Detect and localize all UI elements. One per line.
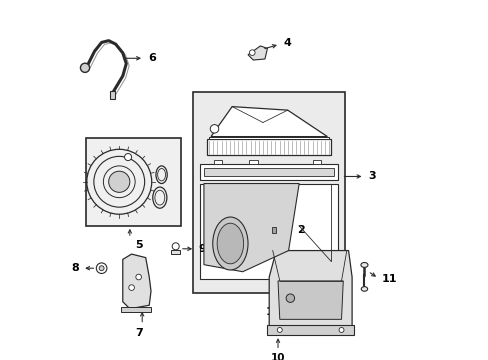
Ellipse shape: [212, 217, 247, 270]
Circle shape: [81, 63, 89, 72]
Circle shape: [124, 154, 131, 161]
Bar: [209, 136, 328, 139]
Text: 10: 10: [270, 353, 285, 360]
Bar: [207, 139, 330, 155]
Bar: [312, 160, 321, 164]
Bar: [200, 184, 337, 279]
Polygon shape: [122, 254, 151, 309]
Text: 6: 6: [148, 53, 156, 63]
Circle shape: [249, 50, 255, 55]
Circle shape: [136, 274, 141, 280]
Circle shape: [99, 266, 104, 271]
Polygon shape: [269, 251, 351, 327]
Circle shape: [277, 328, 282, 332]
Polygon shape: [278, 281, 343, 319]
Ellipse shape: [361, 287, 367, 291]
Text: 2: 2: [297, 225, 305, 235]
Text: 3: 3: [367, 171, 375, 181]
Polygon shape: [247, 46, 267, 60]
Text: 4: 4: [283, 38, 290, 48]
Bar: [121, 307, 151, 312]
Bar: [271, 227, 275, 233]
Bar: [203, 168, 334, 176]
Bar: [109, 91, 115, 99]
Bar: [267, 325, 353, 335]
Bar: [193, 92, 345, 293]
Circle shape: [128, 285, 134, 291]
Circle shape: [338, 328, 343, 332]
Text: 11: 11: [381, 274, 397, 284]
Polygon shape: [210, 107, 327, 136]
Ellipse shape: [217, 223, 243, 264]
Text: 1: 1: [265, 307, 272, 317]
Text: 5: 5: [135, 240, 142, 250]
Text: 9: 9: [198, 244, 206, 254]
Circle shape: [172, 243, 179, 250]
Circle shape: [96, 263, 107, 274]
Bar: [171, 250, 180, 254]
Text: 8: 8: [71, 263, 79, 273]
Polygon shape: [203, 184, 299, 272]
Text: 7: 7: [135, 328, 142, 338]
Ellipse shape: [360, 262, 367, 267]
Bar: [85, 138, 181, 226]
Bar: [200, 164, 337, 180]
Circle shape: [285, 294, 294, 302]
Bar: [270, 226, 279, 234]
Bar: [248, 160, 257, 164]
Circle shape: [210, 125, 218, 133]
Bar: [213, 160, 222, 164]
Circle shape: [108, 171, 130, 192]
